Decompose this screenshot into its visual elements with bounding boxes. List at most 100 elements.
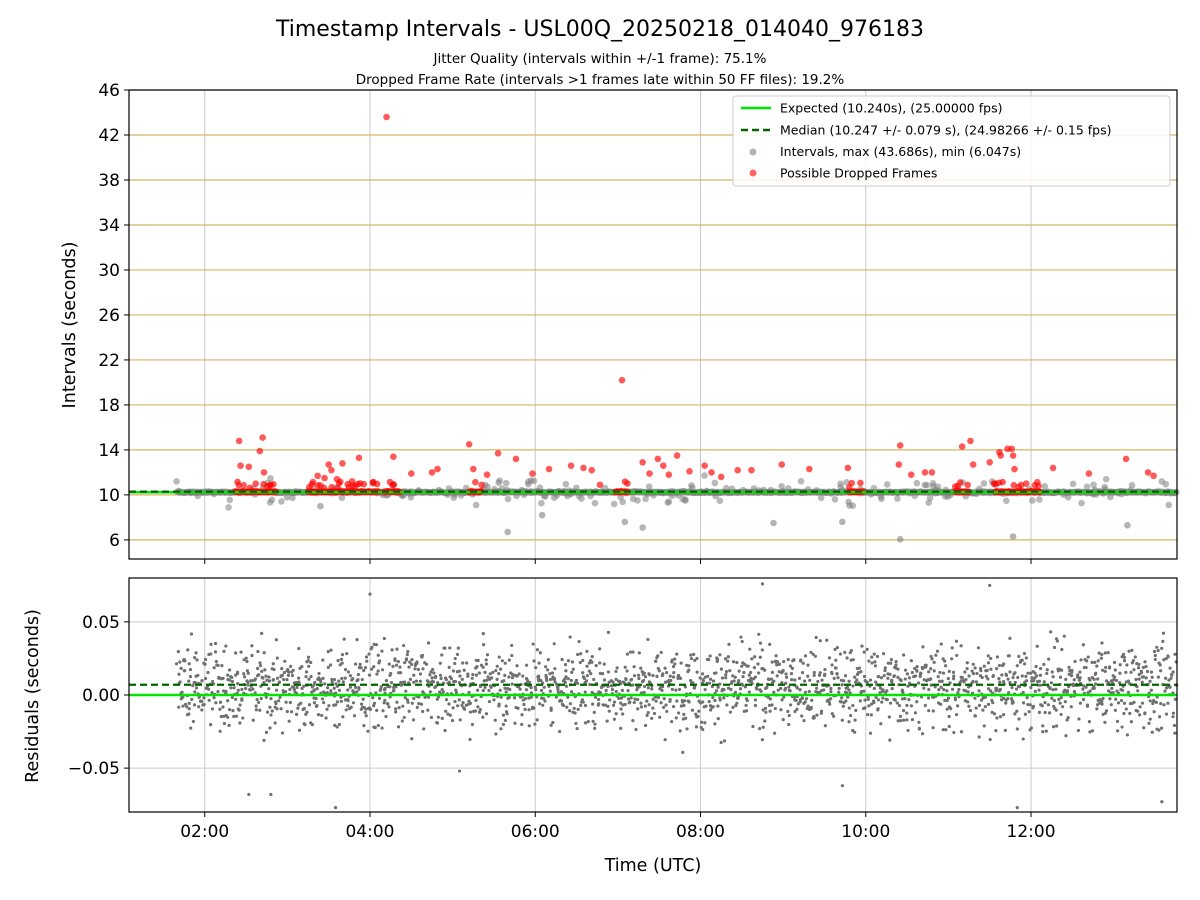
residual-point bbox=[1147, 721, 1151, 725]
residual-point bbox=[255, 697, 259, 702]
residual-point bbox=[636, 707, 640, 711]
residual-point bbox=[998, 680, 1002, 684]
residual-point bbox=[1006, 677, 1010, 681]
residual-point bbox=[507, 658, 511, 662]
residual-point bbox=[924, 663, 928, 667]
residual-point bbox=[294, 680, 298, 685]
residual-point bbox=[1081, 643, 1085, 647]
interval-point bbox=[538, 499, 545, 507]
residual-point bbox=[387, 705, 391, 709]
residual-point bbox=[1085, 659, 1089, 663]
top-plot-frame bbox=[128, 89, 1178, 560]
residual-point bbox=[735, 701, 739, 705]
residual-point bbox=[1169, 676, 1173, 680]
residual-point bbox=[768, 697, 773, 701]
residual-point bbox=[579, 652, 583, 656]
residual-point bbox=[302, 684, 306, 688]
residual-point bbox=[569, 690, 574, 694]
residual-point bbox=[1034, 664, 1038, 669]
residual-point bbox=[415, 705, 419, 710]
residual-point bbox=[518, 687, 522, 691]
residual-point bbox=[1159, 669, 1163, 673]
residual-point bbox=[591, 702, 595, 706]
residual-point bbox=[503, 718, 507, 723]
residual-point bbox=[943, 659, 947, 663]
residual-point bbox=[1045, 668, 1049, 672]
residual-point bbox=[1003, 728, 1007, 732]
residual-point bbox=[812, 670, 816, 675]
dropped-frame-point bbox=[806, 465, 813, 473]
residual-point bbox=[566, 659, 571, 663]
residual-point bbox=[1145, 669, 1150, 674]
bottom-plot-x-ticks: 02:00 04:00 06:00 08:00 10:00 12:00 bbox=[180, 812, 1056, 842]
residual-point bbox=[583, 690, 587, 694]
residual-point bbox=[1157, 728, 1161, 732]
residual-point bbox=[671, 704, 676, 709]
residual-point bbox=[428, 673, 432, 677]
residual-point bbox=[867, 659, 871, 663]
residual-point bbox=[790, 666, 795, 670]
residual-point bbox=[802, 719, 806, 723]
residual-point bbox=[663, 738, 667, 742]
dropped-frame-point bbox=[997, 452, 1005, 459]
residual-point bbox=[576, 652, 580, 657]
residual-point bbox=[406, 649, 410, 654]
interval-point bbox=[843, 479, 850, 486]
dropped-frame-point bbox=[646, 470, 653, 477]
residual-point bbox=[881, 688, 885, 692]
residual-point bbox=[786, 709, 790, 714]
interval-point bbox=[883, 481, 891, 488]
residual-point bbox=[642, 678, 646, 683]
residual-point bbox=[558, 729, 562, 734]
residual-point bbox=[700, 672, 705, 676]
residual-point bbox=[1010, 685, 1014, 690]
residual-point bbox=[528, 680, 532, 685]
residual-point bbox=[773, 706, 777, 711]
residual-point bbox=[454, 690, 459, 694]
residual-point bbox=[484, 662, 489, 666]
residual-point bbox=[687, 700, 691, 704]
residual-point bbox=[965, 667, 969, 671]
residual-point bbox=[467, 690, 471, 695]
residual-point bbox=[1142, 726, 1146, 730]
dropped-frame-point bbox=[1049, 464, 1057, 472]
residual-point bbox=[607, 709, 611, 713]
residual-point bbox=[364, 707, 368, 711]
residual-point bbox=[973, 714, 977, 718]
dropped-frame-point bbox=[964, 481, 971, 489]
residual-point bbox=[753, 703, 758, 708]
residual-point bbox=[376, 653, 380, 657]
residual-point bbox=[465, 661, 469, 665]
residual-point bbox=[1008, 680, 1012, 685]
residual-point bbox=[410, 662, 414, 666]
residual-point bbox=[825, 638, 829, 642]
residual-point bbox=[733, 690, 738, 694]
residual-point bbox=[749, 670, 753, 675]
interval-point bbox=[1029, 497, 1036, 504]
residual-point bbox=[282, 677, 286, 682]
interval-point bbox=[278, 498, 285, 505]
dropped-frame-point bbox=[686, 467, 693, 475]
residual-point bbox=[840, 784, 844, 788]
residual-point bbox=[971, 662, 975, 666]
residual-point bbox=[1032, 679, 1036, 683]
residual-point bbox=[440, 653, 444, 657]
residual-point bbox=[370, 667, 374, 671]
residual-point bbox=[1039, 666, 1043, 671]
residual-point bbox=[1059, 695, 1063, 700]
residual-point bbox=[779, 686, 783, 691]
residual-point bbox=[287, 719, 291, 723]
residual-point bbox=[1008, 670, 1012, 674]
residual-point bbox=[576, 707, 580, 711]
interval-point bbox=[225, 504, 232, 511]
residual-point bbox=[322, 701, 326, 705]
residual-point bbox=[889, 661, 893, 665]
residual-point bbox=[1079, 658, 1083, 662]
residual-point bbox=[751, 724, 755, 729]
residual-point bbox=[1151, 701, 1155, 706]
residual-point bbox=[986, 677, 990, 681]
residual-point bbox=[248, 688, 252, 692]
residual-point bbox=[304, 670, 309, 674]
residual-point bbox=[210, 680, 215, 684]
residual-point bbox=[380, 726, 384, 730]
